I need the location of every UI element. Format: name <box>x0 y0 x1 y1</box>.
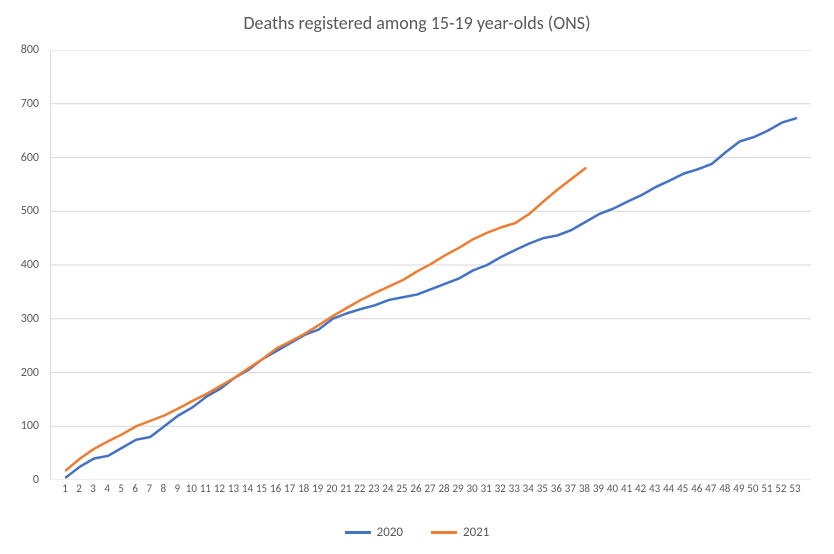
x-tick-label: 44 <box>663 482 674 495</box>
x-tick-label: 24 <box>382 482 393 495</box>
x-tick-label: 11 <box>200 482 211 495</box>
y-tick-label: 500 <box>0 204 39 218</box>
x-tick-label: 52 <box>775 482 786 495</box>
x-tick-label: 33 <box>509 482 520 495</box>
y-tick-label: 400 <box>0 258 39 272</box>
x-tick-label: 5 <box>118 482 124 495</box>
x-tick-label: 27 <box>424 482 435 495</box>
x-tick-label: 19 <box>312 482 323 495</box>
x-tick-label: 13 <box>228 482 239 495</box>
x-tick-label: 50 <box>747 482 758 495</box>
y-tick-label: 700 <box>0 97 39 111</box>
y-tick-label: 800 <box>0 43 39 57</box>
x-tick-label: 42 <box>635 482 646 495</box>
x-tick-label: 45 <box>677 482 688 495</box>
x-tick-label: 35 <box>537 482 548 495</box>
x-tick-label: 25 <box>396 482 407 495</box>
x-axis: 1234567891011121314151617181920212223242… <box>50 482 810 500</box>
x-tick-label: 22 <box>354 482 365 495</box>
x-tick-label: 12 <box>214 482 225 495</box>
x-tick-label: 37 <box>565 482 576 495</box>
plot-area <box>50 50 811 480</box>
x-tick-label: 51 <box>761 482 772 495</box>
legend-label: 2020 <box>377 525 403 540</box>
series-line <box>66 168 585 470</box>
x-tick-label: 32 <box>495 482 506 495</box>
x-tick-label: 48 <box>719 482 730 495</box>
x-tick-label: 2 <box>76 482 82 495</box>
legend-swatch <box>431 531 457 534</box>
x-tick-label: 8 <box>160 482 166 495</box>
x-tick-label: 29 <box>452 482 463 495</box>
chart-title: Deaths registered among 15-19 year-olds … <box>0 12 834 34</box>
x-tick-label: 1 <box>62 482 68 495</box>
x-tick-label: 41 <box>621 482 632 495</box>
x-tick-label: 31 <box>481 482 492 495</box>
legend-item: 2020 <box>345 525 403 540</box>
y-tick-label: 100 <box>0 419 39 433</box>
x-tick-label: 23 <box>368 482 379 495</box>
x-tick-label: 53 <box>789 482 800 495</box>
series-line <box>66 118 796 477</box>
legend-swatch <box>345 531 371 534</box>
x-tick-label: 46 <box>691 482 702 495</box>
x-tick-label: 7 <box>146 482 152 495</box>
x-tick-label: 38 <box>579 482 590 495</box>
x-tick-label: 20 <box>326 482 337 495</box>
y-axis: 0100200300400500600700800 <box>0 50 45 480</box>
x-tick-label: 39 <box>593 482 604 495</box>
y-tick-label: 300 <box>0 312 39 326</box>
x-tick-label: 9 <box>175 482 181 495</box>
x-tick-label: 34 <box>523 482 534 495</box>
chart-container: Deaths registered among 15-19 year-olds … <box>0 0 834 554</box>
x-tick-label: 40 <box>607 482 618 495</box>
x-tick-label: 47 <box>705 482 716 495</box>
x-tick-label: 21 <box>340 482 351 495</box>
x-tick-label: 17 <box>284 482 295 495</box>
legend-label: 2021 <box>463 525 489 540</box>
x-tick-label: 36 <box>551 482 562 495</box>
y-tick-label: 600 <box>0 151 39 165</box>
series-lines <box>66 118 796 477</box>
x-tick-label: 15 <box>256 482 267 495</box>
x-tick-label: 18 <box>298 482 309 495</box>
y-tick-label: 200 <box>0 366 39 380</box>
x-tick-label: 14 <box>242 482 253 495</box>
legend: 2020 2021 <box>0 525 834 540</box>
x-tick-label: 49 <box>733 482 744 495</box>
x-tick-label: 10 <box>186 482 197 495</box>
x-tick-label: 28 <box>438 482 449 495</box>
x-tick-label: 43 <box>649 482 660 495</box>
x-tick-label: 16 <box>270 482 281 495</box>
x-tick-label: 3 <box>90 482 96 495</box>
y-tick-label: 0 <box>0 473 39 487</box>
plot-svg <box>51 50 811 480</box>
x-tick-label: 4 <box>104 482 110 495</box>
x-tick-label: 6 <box>132 482 138 495</box>
x-tick-label: 26 <box>410 482 421 495</box>
x-tick-label: 30 <box>467 482 478 495</box>
legend-item: 2021 <box>431 525 489 540</box>
